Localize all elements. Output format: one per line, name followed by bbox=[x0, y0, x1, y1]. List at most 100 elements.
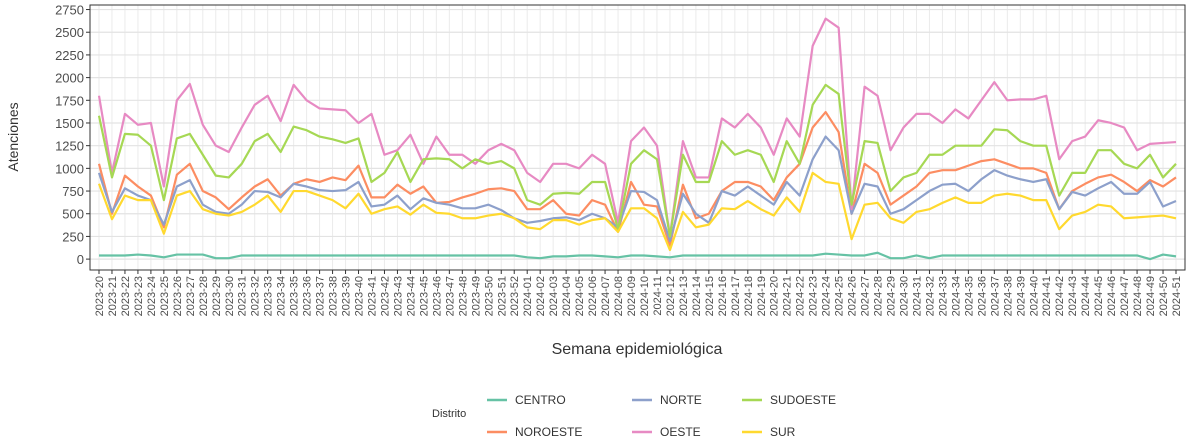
x-tick-label: 2024-10 bbox=[639, 276, 651, 316]
x-tick-label: 2024-07 bbox=[600, 276, 612, 316]
y-tick-label: 1250 bbox=[55, 139, 84, 154]
x-tick-label: 2024-46 bbox=[1106, 276, 1118, 316]
x-tick-label: 2023-52 bbox=[509, 276, 521, 316]
x-tick-label: 2023-25 bbox=[159, 276, 171, 316]
series-line bbox=[97, 17, 1177, 238]
legend-label: OESTE bbox=[660, 425, 701, 436]
x-tick-label: 2024-14 bbox=[691, 276, 703, 316]
x-tick-label: 2023-30 bbox=[224, 276, 236, 316]
x-tick-label: 2024-18 bbox=[743, 276, 755, 316]
x-tick-label: 2024-16 bbox=[717, 276, 729, 316]
x-tick-label: 2024-24 bbox=[821, 276, 833, 316]
x-tick-label: 2023-44 bbox=[405, 276, 417, 316]
x-tick-label: 2024-28 bbox=[873, 276, 885, 316]
x-tick-label: 2024-37 bbox=[989, 276, 1001, 316]
x-tick-label: 2024-05 bbox=[574, 276, 586, 316]
x-tick-label: 2024-08 bbox=[613, 276, 625, 316]
x-tick-label: 2023-34 bbox=[276, 276, 288, 316]
x-tick-label: 2024-47 bbox=[1119, 276, 1131, 316]
y-tick-label: 2500 bbox=[55, 25, 84, 40]
x-tick-label: 2023-24 bbox=[146, 276, 158, 316]
x-tick-label: 2024-02 bbox=[535, 276, 547, 316]
x-tick-label: 2024-38 bbox=[1002, 276, 1014, 316]
x-tick-label: 2024-09 bbox=[626, 276, 638, 316]
x-tick-label: 2023-36 bbox=[302, 276, 314, 316]
x-tick-label: 2023-41 bbox=[366, 276, 378, 316]
x-tick-label: 2024-01 bbox=[522, 276, 534, 316]
y-tick-label: 2750 bbox=[55, 3, 84, 18]
legend-label: NORTE bbox=[660, 393, 702, 407]
y-axis-title: Atenciones bbox=[5, 102, 21, 171]
y-tick-label: 500 bbox=[62, 207, 84, 222]
x-tick-label: 2023-22 bbox=[120, 276, 132, 316]
series-line bbox=[97, 110, 1177, 247]
x-tick-label: 2023-23 bbox=[133, 276, 145, 316]
legend-label: SUDOESTE bbox=[770, 393, 836, 407]
x-tick-label: 2024-36 bbox=[976, 276, 988, 316]
x-tick-label: 2024-48 bbox=[1132, 276, 1144, 316]
y-tick-label: 2250 bbox=[55, 48, 84, 63]
x-tick-label: 2024-31 bbox=[911, 276, 923, 316]
x-tick-label: 2024-35 bbox=[963, 276, 975, 316]
x-tick-label: 2023-40 bbox=[354, 276, 366, 316]
x-tick-label: 2023-21 bbox=[107, 276, 119, 316]
x-tick-label: 2024-27 bbox=[860, 276, 872, 316]
x-tick-label: 2024-33 bbox=[937, 276, 949, 316]
x-tick-label: 2024-06 bbox=[587, 276, 599, 316]
x-tick-label: 2023-20 bbox=[94, 276, 106, 316]
legend-label: SUR bbox=[770, 425, 796, 436]
x-tick-label: 2023-46 bbox=[431, 276, 443, 316]
x-tick-label: 2024-23 bbox=[808, 276, 820, 316]
x-tick-label: 2024-39 bbox=[1015, 276, 1027, 316]
x-tick-label: 2024-30 bbox=[899, 276, 911, 316]
x-tick-label: 2023-33 bbox=[263, 276, 275, 316]
x-tick-label: 2024-13 bbox=[678, 276, 690, 316]
legend-title: Distrito bbox=[432, 408, 466, 420]
x-tick-label: 2024-34 bbox=[950, 276, 962, 316]
x-tick-label: 2023-45 bbox=[418, 276, 430, 316]
x-tick-label: 2024-51 bbox=[1171, 276, 1183, 316]
x-tick-label: 2024-29 bbox=[886, 276, 898, 316]
y-tick-label: 2000 bbox=[55, 71, 84, 86]
x-tick-label: 2024-20 bbox=[769, 276, 781, 316]
x-tick-label: 2023-49 bbox=[470, 276, 482, 316]
x-tick-label: 2023-31 bbox=[237, 276, 249, 316]
x-tick-label: 2024-42 bbox=[1054, 276, 1066, 316]
x-tick-label: 2024-03 bbox=[548, 276, 560, 316]
y-tick-label: 0 bbox=[77, 252, 84, 267]
x-tick-label: 2024-26 bbox=[847, 276, 859, 316]
x-tick-label: 2024-15 bbox=[704, 276, 716, 316]
series-line bbox=[99, 251, 1177, 261]
plot-border bbox=[89, 4, 1186, 271]
series-line bbox=[97, 135, 1177, 243]
y-tick-label: 750 bbox=[62, 184, 84, 199]
x-tick-label: 2023-50 bbox=[483, 276, 495, 316]
x-tick-label: 2024-49 bbox=[1145, 276, 1157, 316]
x-tick-label: 2023-37 bbox=[315, 276, 327, 316]
x-tick-label: 2023-27 bbox=[185, 276, 197, 316]
x-tick-label: 2023-43 bbox=[392, 276, 404, 316]
x-tick-label: 2024-25 bbox=[834, 276, 846, 316]
x-tick-label: 2024-41 bbox=[1041, 276, 1053, 316]
x-tick-label: 2024-04 bbox=[561, 276, 573, 316]
x-tick-label: 2024-22 bbox=[795, 276, 807, 316]
x-tick-label: 2024-12 bbox=[665, 276, 677, 316]
y-tick-label: 1750 bbox=[55, 93, 84, 108]
x-tick-label: 2023-42 bbox=[379, 276, 391, 316]
x-tick-label: 2024-19 bbox=[756, 276, 768, 316]
x-tick-label: 2024-11 bbox=[652, 276, 664, 316]
x-tick-label: 2023-48 bbox=[457, 276, 469, 316]
x-tick-label: 2023-51 bbox=[496, 276, 508, 316]
x-tick-label: 2023-35 bbox=[289, 276, 301, 316]
legend-label: NOROESTE bbox=[515, 425, 582, 436]
y-tick-label: 250 bbox=[62, 229, 84, 244]
y-tick-label: 1000 bbox=[55, 161, 84, 176]
x-tick-label: 2023-32 bbox=[250, 276, 262, 316]
x-axis-title: Semana epidemiológica bbox=[552, 341, 723, 358]
x-tick-label: 2023-28 bbox=[198, 276, 210, 316]
x-tick-label: 2024-43 bbox=[1067, 276, 1079, 316]
x-tick-label: 2023-39 bbox=[341, 276, 353, 316]
x-tick-label: 2023-26 bbox=[172, 276, 184, 316]
x-tick-label: 2024-40 bbox=[1028, 276, 1040, 316]
